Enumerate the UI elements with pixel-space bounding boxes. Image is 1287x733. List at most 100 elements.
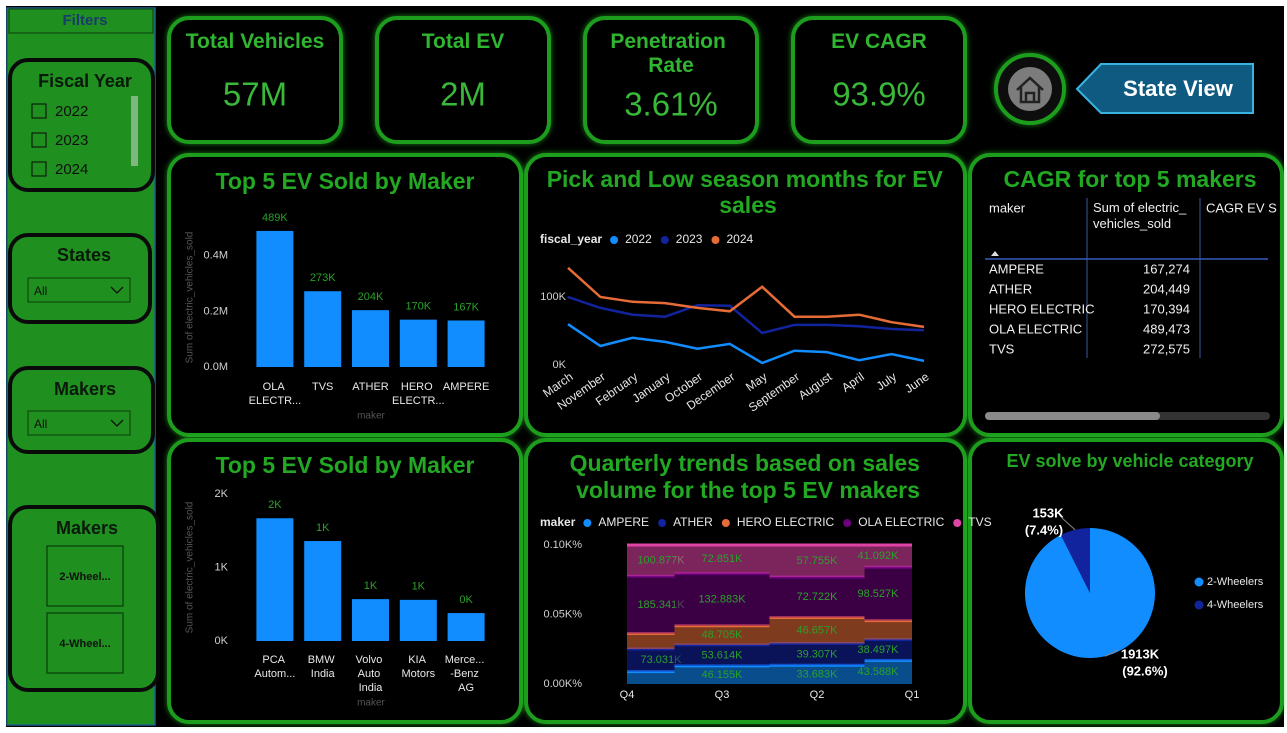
data-label: 170K — [405, 301, 431, 313]
area-segment — [627, 671, 675, 684]
bar — [256, 518, 294, 641]
bar — [352, 599, 389, 641]
legend-swatch — [660, 236, 669, 244]
legend-label: 2-Wheelers — [1207, 576, 1264, 588]
area-segment — [674, 644, 770, 666]
filter-heading: Makers — [54, 379, 116, 399]
x-tick-label: Q1 — [905, 689, 920, 701]
filter-heading: States — [57, 245, 111, 265]
legend-swatch — [610, 236, 619, 244]
y-tick-label: 0.0M — [204, 361, 228, 373]
kpi-title: EV CAGR — [831, 30, 927, 53]
legend-title: fiscal_year — [540, 232, 602, 246]
y-tick-label: 0K — [553, 359, 567, 371]
area-segment — [769, 643, 865, 666]
data-label: 46.657K — [797, 624, 839, 636]
data-label-percent: (92.6%) — [1122, 663, 1168, 678]
data-label: 98.527K — [858, 588, 900, 600]
table-header: maker — [989, 200, 1026, 215]
chart-title: Top 5 EV Sold by Maker — [215, 168, 474, 194]
data-label: 48.705K — [702, 629, 744, 641]
area-segment — [769, 577, 865, 618]
filter-title: Filters — [62, 12, 107, 29]
area-segment — [627, 633, 675, 650]
y-axis-title: Sum of electric_vehicles_sold — [185, 232, 196, 364]
kpi-value: 3.61% — [624, 86, 718, 123]
bar — [399, 319, 437, 367]
chart-card — [968, 153, 1284, 437]
maker-button[interactable] — [46, 612, 124, 674]
legend-label: 2023 — [676, 232, 703, 246]
area-segment — [627, 576, 675, 634]
leader-line — [1104, 649, 1119, 657]
maker-button-label: 4-Wheel... — [59, 638, 110, 650]
legend-label: TVS — [968, 515, 991, 529]
area-segment — [674, 573, 770, 626]
pie-slice — [1024, 528, 1155, 659]
checkbox[interactable] — [31, 161, 47, 177]
filter-heading: Fiscal Year — [38, 71, 132, 91]
data-label: 204K — [358, 291, 384, 303]
kpi-title: Total EV — [422, 30, 504, 53]
data-label: 1913K — [1121, 646, 1160, 661]
x-axis-title: maker — [357, 411, 385, 422]
chart-card — [524, 153, 967, 437]
chart-title: Top 5 EV Sold by Maker — [215, 452, 474, 478]
dropdown[interactable] — [27, 410, 131, 436]
kpi-title: Penetration Rate — [610, 30, 731, 77]
legend-label: AMPERE — [598, 515, 649, 529]
x-tick-label: Q2 — [810, 689, 825, 701]
kpi-card — [583, 16, 759, 144]
x-tick-label: ATHER — [352, 381, 389, 393]
chart-title: Quarterly trends based on sales volume f… — [570, 450, 927, 503]
dropdown-value: All — [34, 417, 47, 431]
legend-swatch — [583, 519, 592, 527]
area-segment — [627, 649, 675, 672]
scroll-thumb[interactable] — [985, 412, 1160, 420]
y-axis-title: Sum of electric_vehicles_sold — [185, 502, 196, 634]
bar — [447, 320, 485, 367]
x-tick-label: Q4 — [620, 689, 635, 701]
area-segment — [769, 617, 865, 644]
table-cell: 272,575 — [1143, 341, 1190, 356]
legend-swatch — [843, 519, 852, 527]
area-segment — [864, 660, 912, 684]
area-segment — [674, 545, 770, 574]
bar — [447, 613, 485, 641]
chart-card — [167, 438, 523, 724]
area-segment — [864, 545, 912, 568]
bar — [304, 291, 342, 367]
data-label: 1K — [316, 522, 330, 534]
checkbox-label: 2024 — [55, 161, 88, 178]
filter-header — [8, 8, 154, 34]
maker-button[interactable] — [46, 545, 124, 607]
area-segment — [674, 625, 770, 645]
x-tick-label: AMPERE — [443, 381, 489, 393]
legend-swatch — [658, 519, 667, 527]
area-segment — [627, 545, 675, 577]
dropdown[interactable] — [27, 277, 131, 303]
data-label: 33.683K — [797, 669, 839, 681]
area-segment — [674, 665, 770, 684]
y-tick-label: 0K — [215, 635, 229, 647]
checkbox-label: 2023 — [55, 132, 88, 149]
filter-heading: Makers — [56, 518, 118, 538]
scrollbar — [131, 96, 138, 166]
legend-title: maker — [540, 515, 576, 529]
dropdown-chevron — [110, 419, 124, 427]
table-cell: HERO ELECTRIC — [989, 301, 1094, 316]
table-cell: AMPERE — [989, 261, 1044, 276]
x-tick-label: KIA Motors — [401, 654, 435, 680]
y-tick-label: 0.4M — [204, 250, 228, 262]
area-segment — [769, 545, 865, 578]
data-label: 46.155K — [702, 669, 744, 681]
checkbox[interactable] — [31, 132, 47, 148]
area-segment — [864, 639, 912, 661]
home-icon-bg — [1008, 67, 1052, 111]
data-label: 0K — [459, 594, 473, 606]
state-view-button[interactable] — [1075, 63, 1254, 114]
table-cell: 170,394 — [1143, 301, 1190, 316]
line-series — [567, 323, 925, 365]
checkbox[interactable] — [31, 103, 47, 119]
